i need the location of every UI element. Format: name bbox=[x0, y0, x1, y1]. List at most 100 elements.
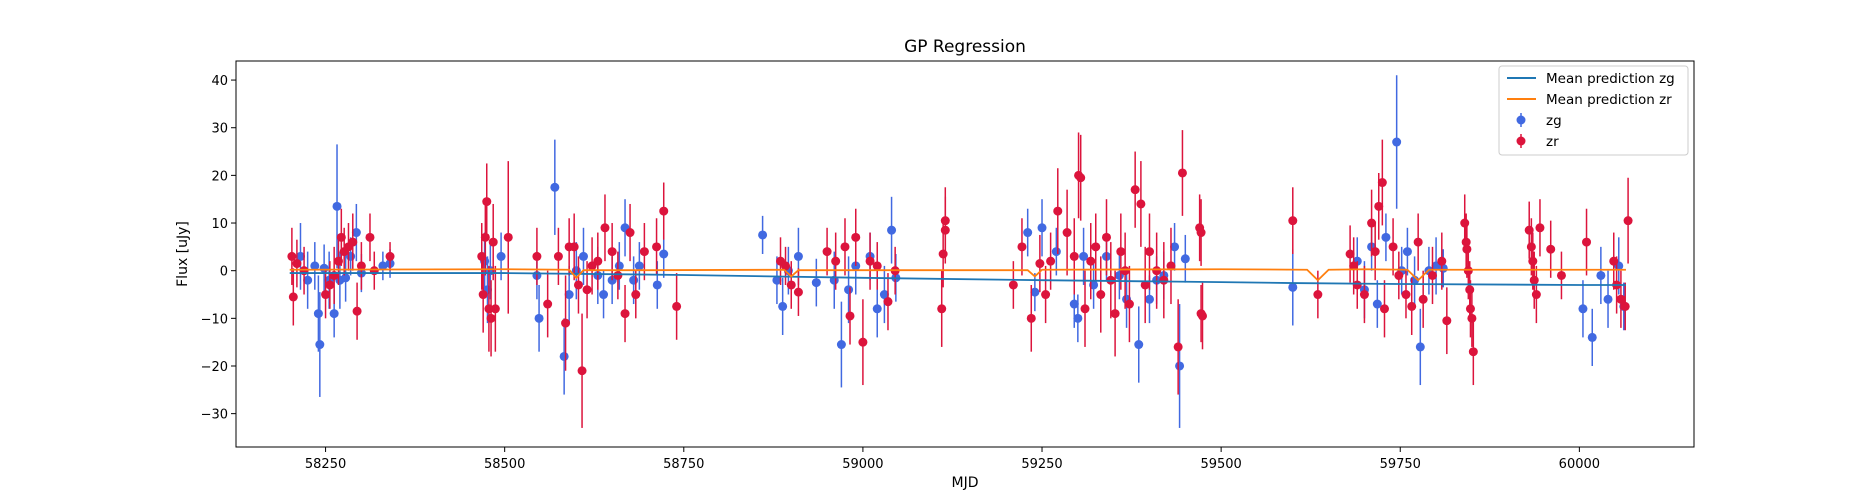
point-zr bbox=[1407, 301, 1417, 311]
point-zg bbox=[1415, 342, 1425, 352]
point-zg bbox=[1381, 232, 1391, 242]
point-zr bbox=[1046, 256, 1056, 266]
point-zg bbox=[758, 230, 768, 240]
point-zr bbox=[1080, 304, 1090, 314]
point-zg bbox=[578, 251, 588, 261]
point-zg bbox=[872, 304, 882, 314]
point-zr bbox=[793, 287, 803, 297]
line-mean-prediction-zr bbox=[289, 268, 1626, 282]
point-zr bbox=[1463, 266, 1473, 276]
point-zg bbox=[1144, 294, 1154, 304]
point-zr bbox=[883, 297, 893, 307]
point-zg bbox=[315, 340, 325, 350]
point-zr bbox=[940, 225, 950, 235]
point-zg bbox=[303, 275, 313, 285]
point-zr bbox=[1526, 242, 1536, 252]
x-tick-label: 58750 bbox=[663, 457, 704, 472]
point-zr bbox=[1116, 247, 1126, 257]
x-tick-label: 59000 bbox=[842, 457, 883, 472]
x-tick-label: 59500 bbox=[1200, 457, 1241, 472]
point-zr bbox=[1091, 242, 1101, 252]
point-zr bbox=[1062, 228, 1072, 238]
legend-label-zg: zg bbox=[1546, 113, 1562, 129]
point-zr bbox=[1130, 185, 1140, 195]
point-zr bbox=[1159, 275, 1169, 285]
point-zr bbox=[1582, 237, 1592, 247]
x-tick-label: 59250 bbox=[1021, 457, 1062, 472]
point-zg bbox=[1134, 340, 1144, 350]
y-tick-label: 10 bbox=[211, 217, 228, 232]
point-zg bbox=[1587, 332, 1597, 342]
point-zr bbox=[1377, 178, 1387, 188]
y-tick-label: 20 bbox=[211, 169, 228, 184]
point-zr bbox=[569, 242, 579, 252]
point-zg bbox=[1578, 304, 1588, 314]
point-zr bbox=[488, 237, 498, 247]
point-zg bbox=[659, 249, 669, 259]
point-zg bbox=[351, 228, 361, 238]
point-zg bbox=[879, 290, 889, 300]
point-zg bbox=[319, 263, 329, 273]
legend-label-zr-line: Mean prediction zr bbox=[1546, 92, 1672, 108]
point-zr bbox=[477, 251, 487, 261]
point-zg bbox=[313, 309, 323, 319]
point-zr bbox=[1120, 266, 1130, 276]
point-zg bbox=[634, 261, 644, 271]
point-zr bbox=[625, 228, 635, 238]
point-zr bbox=[1026, 313, 1036, 323]
point-zg bbox=[310, 261, 320, 271]
point-zg bbox=[1023, 228, 1033, 238]
point-zr bbox=[553, 251, 563, 261]
legend-label-zg-line: Mean prediction zg bbox=[1546, 71, 1675, 87]
point-zg bbox=[496, 251, 506, 261]
point-zr bbox=[561, 318, 571, 328]
point-zr bbox=[1110, 309, 1120, 319]
point-zr bbox=[1468, 347, 1478, 357]
point-zg bbox=[793, 251, 803, 261]
y-tick-label: 30 bbox=[211, 122, 228, 137]
point-zr bbox=[1460, 218, 1470, 228]
point-zg bbox=[534, 313, 544, 323]
x-tick-label: 58250 bbox=[305, 457, 346, 472]
point-zr bbox=[1017, 242, 1027, 252]
point-zr bbox=[1462, 244, 1472, 254]
point-zr bbox=[503, 232, 513, 242]
line-mean-prediction-zg bbox=[289, 272, 1626, 286]
point-zr bbox=[482, 197, 492, 207]
point-zr bbox=[532, 251, 542, 261]
point-zr bbox=[1442, 316, 1452, 326]
point-zr bbox=[1349, 261, 1359, 271]
y-tick-label: 40 bbox=[211, 74, 228, 89]
point-zg bbox=[1288, 282, 1298, 292]
point-zg bbox=[1180, 254, 1190, 264]
point-zr bbox=[613, 270, 623, 280]
point-zr bbox=[672, 301, 682, 311]
point-zr bbox=[1535, 223, 1545, 233]
point-zr bbox=[288, 292, 298, 302]
point-zr bbox=[1196, 228, 1206, 238]
point-zr bbox=[356, 261, 366, 271]
point-zr bbox=[600, 223, 610, 233]
point-zg bbox=[836, 340, 846, 350]
point-zg bbox=[887, 225, 897, 235]
point-zr bbox=[840, 242, 850, 252]
point-zr bbox=[1177, 168, 1187, 178]
point-zr bbox=[352, 306, 362, 316]
point-zr bbox=[1041, 290, 1051, 300]
point-zg bbox=[1372, 299, 1382, 309]
point-zr bbox=[845, 311, 855, 321]
point-zg bbox=[1030, 287, 1040, 297]
point-zr bbox=[582, 285, 592, 295]
series-zg bbox=[295, 75, 1629, 428]
point-zr bbox=[1140, 280, 1150, 290]
point-zr bbox=[1136, 199, 1146, 209]
point-zr bbox=[786, 280, 796, 290]
point-zr bbox=[1620, 301, 1630, 311]
point-zr bbox=[781, 261, 791, 271]
point-zr bbox=[1096, 290, 1106, 300]
point-zr bbox=[1035, 259, 1045, 269]
point-zr bbox=[325, 280, 335, 290]
plot-clipped-group bbox=[287, 75, 1633, 428]
point-zr bbox=[1173, 342, 1183, 352]
point-zg bbox=[614, 261, 624, 271]
